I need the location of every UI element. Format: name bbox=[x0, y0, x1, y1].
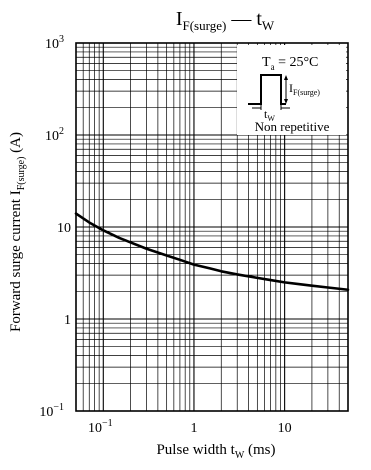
y-tick-label: 103 bbox=[45, 34, 64, 52]
y-tick-label: 10 bbox=[57, 221, 71, 236]
series-line bbox=[74, 212, 350, 292]
xlabel-text: Pulse width t bbox=[156, 442, 235, 458]
title-main-sub: F(surge) bbox=[183, 18, 227, 33]
pulse-width-label: tW bbox=[264, 107, 275, 123]
y-tick-label-exponent: −1 bbox=[53, 402, 64, 413]
temp-t: T bbox=[262, 55, 271, 70]
y-tick-label-exponent: 3 bbox=[59, 34, 64, 45]
ylabel-sub: F(surge) bbox=[16, 157, 27, 191]
inset-note: Non repetitive bbox=[255, 119, 330, 134]
y-tick-label-base: 10 bbox=[45, 37, 59, 52]
temp-t-sub: a bbox=[271, 62, 275, 72]
temp-rest: = 25°C bbox=[275, 55, 319, 70]
title-dash: — bbox=[226, 8, 256, 30]
pulse-shape bbox=[248, 74, 286, 105]
x-tick-label-base: 1 bbox=[190, 421, 197, 436]
inset-temperature: Ta = 25°C bbox=[262, 55, 318, 72]
title-main: I bbox=[176, 8, 183, 30]
inset-background bbox=[237, 45, 346, 135]
ylabel-unit: (A) bbox=[8, 132, 24, 157]
x-tick-label-base: 10 bbox=[88, 421, 102, 436]
y-tick-label: 10−1 bbox=[39, 402, 64, 420]
ylabel-text: Forward surge current I bbox=[8, 190, 24, 332]
pulse-height-arrowhead-bottom bbox=[284, 99, 288, 104]
y-tick-label: 1 bbox=[64, 313, 71, 328]
xlabel-sub: W bbox=[235, 450, 245, 461]
x-tick-label: 10 bbox=[278, 421, 292, 436]
x-tick-label-exponent: −1 bbox=[102, 418, 113, 429]
inset-annotation: Ta = 25°C IF(surge) tW Non repetitive bbox=[237, 45, 346, 135]
title-var-sub: W bbox=[262, 18, 275, 33]
y-tick-label-exponent: 2 bbox=[59, 126, 64, 137]
pulse-height-label-sub: F(surge) bbox=[293, 88, 320, 97]
pulse-height-label-i: I bbox=[289, 81, 293, 95]
pulse-height-label: IF(surge) bbox=[289, 81, 320, 97]
y-tick-label-base: 10 bbox=[39, 405, 53, 420]
plot-frame bbox=[75, 42, 349, 412]
x-tick-label-base: 10 bbox=[278, 421, 292, 436]
x-tick-label: 10−1 bbox=[88, 418, 113, 436]
chart-title: IF(surge) — tW bbox=[176, 8, 275, 33]
y-tick-label: 102 bbox=[45, 126, 64, 144]
pulse-width-label-sub: W bbox=[267, 114, 275, 123]
pulse-height-arrowhead-top bbox=[284, 75, 288, 80]
x-tick-labels: 10−1 1 10 bbox=[88, 418, 292, 436]
x-tick-label: 1 bbox=[190, 421, 197, 436]
y-tick-label-base: 10 bbox=[57, 221, 71, 236]
y-tick-label-base: 1 bbox=[64, 313, 71, 328]
y-axis-label: Forward surge current IF(surge) (A) bbox=[8, 132, 27, 332]
y-tick-label-base: 10 bbox=[45, 129, 59, 144]
xlabel-unit: (ms) bbox=[244, 442, 275, 458]
title-var: t bbox=[256, 8, 262, 30]
x-axis-label: Pulse width tW (ms) bbox=[156, 442, 275, 461]
pulse-width-label-t: t bbox=[264, 107, 268, 121]
